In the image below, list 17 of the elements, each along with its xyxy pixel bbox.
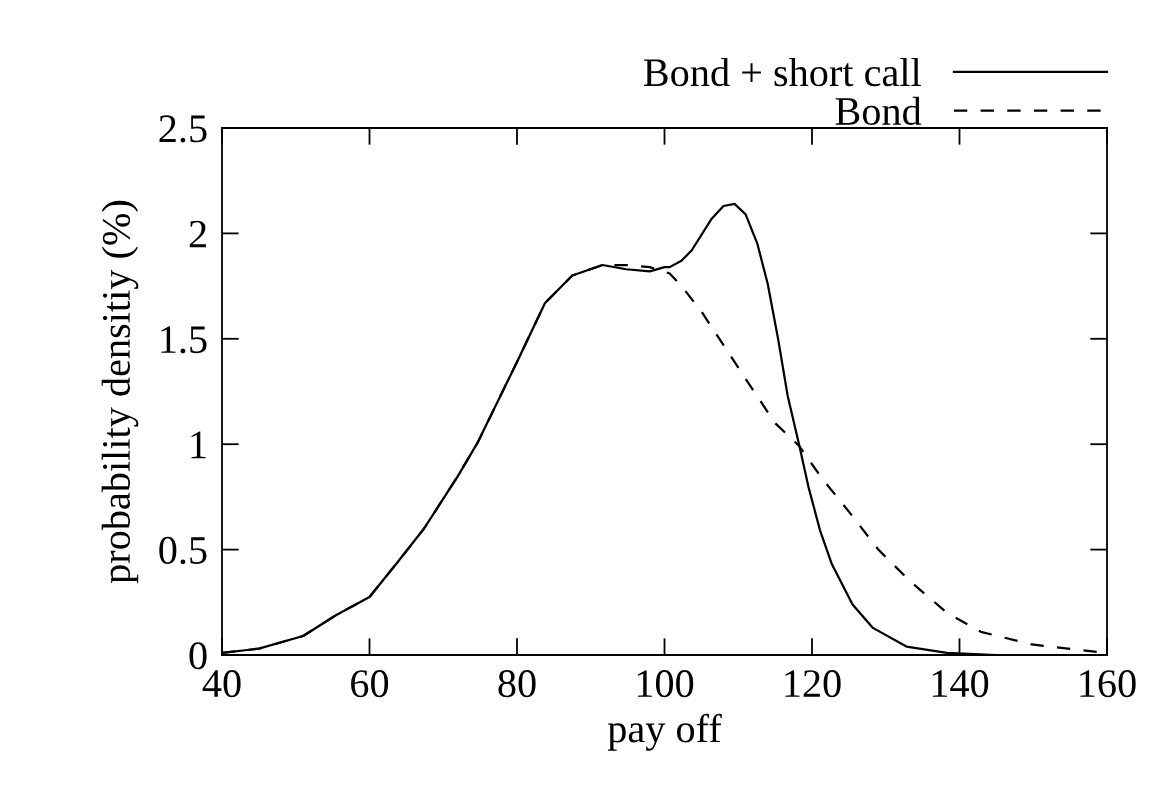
y-tick-label: 2 [189, 220, 206, 248]
x-tick-label: 160 [1080, 670, 1136, 698]
x-axis-title: pay off [607, 713, 722, 751]
legend-label: Bond [835, 96, 922, 126]
y-tick-label: 0.5 [159, 536, 207, 565]
x-tick-label: 80 [498, 670, 536, 698]
y-tick-label: 1.5 [161, 326, 207, 354]
x-tick-label: 60 [351, 670, 389, 698]
x-tick-label: 140 [932, 670, 989, 698]
y-tick-label: 2.5 [159, 115, 207, 143]
x-tick-label: 40 [202, 670, 241, 698]
legend-label: Bond + short call [643, 57, 921, 87]
y-tick-label: 1 [191, 431, 206, 459]
y-tick-label: 0 [189, 642, 207, 670]
x-tick-label: 100 [637, 670, 694, 698]
y-axis-title: probability densitiy (%) [101, 200, 139, 584]
x-tick-label: 120 [785, 670, 841, 698]
